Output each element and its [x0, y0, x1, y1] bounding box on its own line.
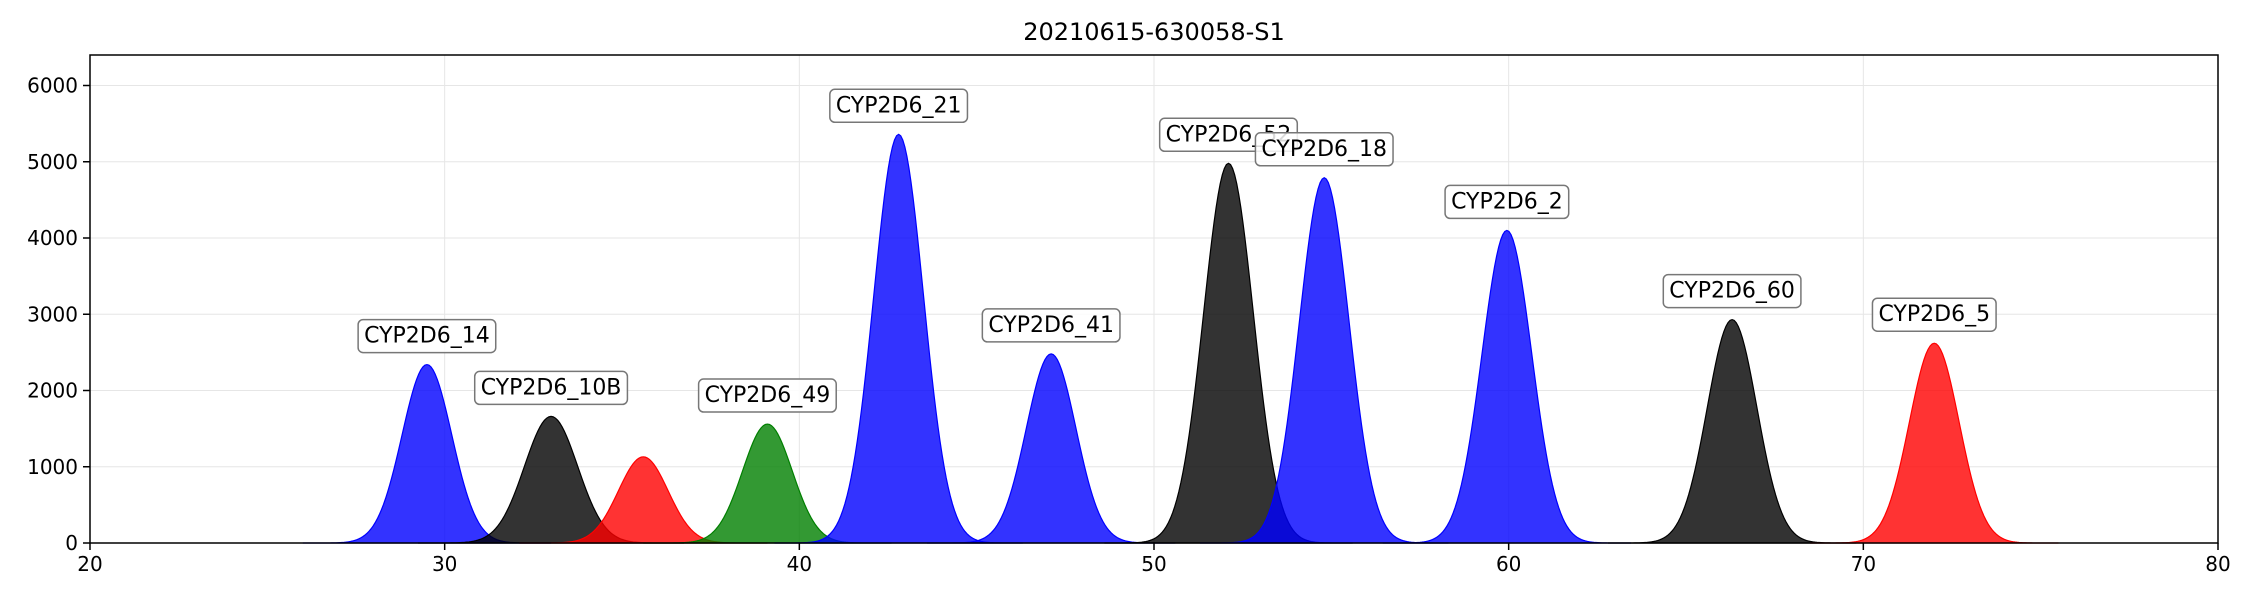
peak-label-cyp2d6-5: CYP2D6_5 [1871, 297, 1997, 332]
x-tick-label: 20 [77, 552, 102, 576]
peak-label-text: CYP2D6_41 [988, 313, 1114, 338]
x-tick-label: 80 [2205, 552, 2230, 576]
peak-label-cyp2d6-18: CYP2D6_18 [1254, 132, 1394, 167]
y-tick-label: 0 [65, 531, 78, 555]
y-tick-label: 1000 [27, 455, 78, 479]
peak-label-text: CYP2D6_21 [836, 93, 962, 118]
x-tick-label: 60 [1496, 552, 1521, 576]
y-tick-label: 6000 [27, 74, 78, 98]
peak-label-text: CYP2D6_5 [1878, 302, 1990, 327]
x-tick-label: 50 [1141, 552, 1166, 576]
peak-label-cyp2d6-41: CYP2D6_41 [981, 308, 1121, 343]
peak-labels: CYP2D6_14 CYP2D6_10B CYP2D6_49 CYP2D6_21 CYP… [357, 88, 1997, 413]
peak-label-text: CYP2D6_10B [481, 375, 622, 400]
peak-label-box [1254, 132, 1394, 167]
y-tick-label: 5000 [27, 150, 78, 174]
peak-areas [302, 133, 2059, 544]
peak-label-cyp2d6-2: CYP2D6_2 [1444, 184, 1570, 220]
peak-label-text: CYP2D6_49 [705, 383, 831, 408]
peak-label-box [981, 308, 1121, 343]
peak-label-text: CYP2D6_60 [1669, 279, 1795, 304]
peak-label-box [1444, 184, 1570, 220]
peak-area-cyp2d6-60 [1607, 318, 1857, 544]
x-tick-label: 70 [1851, 552, 1876, 576]
y-tick-label: 4000 [27, 226, 78, 250]
peak-label-cyp2d6-14: CYP2D6_14 [357, 318, 497, 354]
peak-label-box [1662, 273, 1802, 309]
peak-label-text: CYP2D6_2 [1451, 189, 1563, 214]
y-tick-label: 3000 [27, 302, 78, 326]
peak-label-box [829, 88, 969, 124]
peak-label-cyp2d6-60: CYP2D6_60 [1662, 273, 1802, 309]
peak-label-box [473, 370, 629, 406]
axes: 20 30 40 50 60 70 80 0 1000 2000 3000 4000 5000 6000 [27, 74, 2231, 577]
peak-area-cyp2d6-5 [1810, 342, 2059, 544]
peak-label-text: CYP2D6_14 [364, 324, 490, 349]
x-tick-label: 30 [432, 552, 457, 576]
y-tick-label: 2000 [27, 379, 78, 403]
chart-title: 20210615-630058-S1 [1023, 18, 1285, 46]
peak-label-box [1871, 297, 1997, 332]
peak-label-box [357, 318, 497, 354]
grid [89, 55, 2219, 544]
peak-label-cyp2d6-10b: CYP2D6_10B [473, 370, 629, 406]
peak-area-cyp2d6-18 [1200, 177, 1449, 544]
peak-label-text: CYP2D6_18 [1261, 137, 1387, 162]
x-tick-label: 40 [787, 552, 812, 576]
peak-area-cyp2d6-41 [927, 353, 1176, 544]
peak-label-cyp2d6-49: CYP2D6_49 [697, 378, 837, 413]
peak-area-cyp2d6-2 [1382, 229, 1632, 544]
peak-label-cyp2d6-21: CYP2D6_21 [829, 88, 969, 124]
peak-label-box [697, 378, 837, 413]
